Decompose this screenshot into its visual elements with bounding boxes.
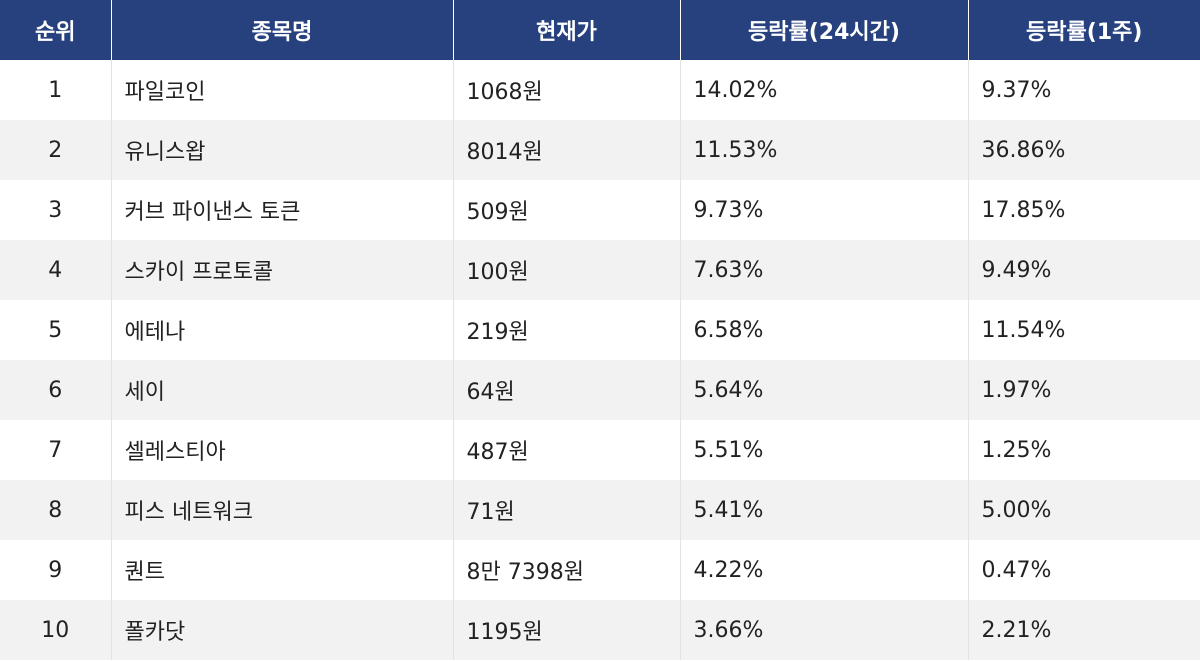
table-cell: 14.02% — [680, 60, 969, 120]
table-cell: 3.66% — [680, 600, 969, 660]
table-cell: 9.37% — [981, 77, 1052, 103]
table-cell: 4.22% — [680, 540, 969, 600]
table-cell: 7 — [0, 420, 112, 480]
table-cell: 9 — [0, 540, 112, 600]
table-body: 1 파일코인 1068원 14.02% 9.37% 2 유니스왑 8014원 11.53% 36.… — [0, 60, 1200, 660]
table-cell: 5.41% — [680, 480, 969, 540]
table-cell: 8 — [0, 480, 112, 540]
table-cell: 9.49% — [968, 240, 1200, 300]
table-cell: 3 — [0, 180, 112, 240]
table-cell: 8014원 — [453, 120, 681, 180]
table-cell: 5.00% — [968, 480, 1200, 540]
table-cell: 36.86% — [968, 120, 1200, 180]
table-cell: 5.64% — [680, 360, 969, 420]
table-cell: 17.85% — [981, 197, 1066, 223]
table-cell: 피스 네트워크 — [111, 480, 454, 540]
table-row: 8 피스 네트워크 71원 5.41% 5.00% — [0, 480, 1200, 540]
table-cell: 1195원 — [453, 600, 681, 660]
table-row: 5 에테나 219원 6.58% 11.54% — [0, 300, 1200, 360]
table-cell: 71원 — [453, 480, 681, 540]
header-cell: 순위 — [0, 0, 112, 60]
table-cell: 1.25% — [981, 437, 1052, 463]
table-row: 1 파일코인 1068원 14.02% 9.37% — [0, 60, 1200, 120]
table-cell: 에테나 — [111, 300, 454, 360]
table-cell: 219원 — [453, 300, 681, 360]
table-cell: 9.73% — [680, 180, 969, 240]
header-cell: 등락률(24시간) — [680, 0, 969, 60]
header-cell: 등락률(1주) — [968, 0, 1200, 60]
table-cell: 폴카닷 — [111, 600, 454, 660]
header-cell: 현재가 — [453, 0, 681, 60]
table-cell: 1 — [0, 60, 112, 120]
table-cell: 5 — [0, 300, 112, 360]
table-header: 순위 종목명 현재가 등락률(24시간) 등락률(1주) — [0, 0, 1200, 60]
header-cell: 종목명 — [111, 0, 454, 60]
table-cell: 100원 — [453, 240, 681, 300]
table-cell: 487원 — [453, 420, 681, 480]
table-cell: 11.53% — [680, 120, 969, 180]
table-row: 6 세이 64원 5.64% 1.97% — [0, 360, 1200, 420]
table-cell: 4 — [0, 240, 112, 300]
table-cell: 2 — [0, 120, 112, 180]
table-cell: 5.51% — [680, 420, 969, 480]
table-cell: 퀀트 — [111, 540, 454, 600]
table-cell: 1068원 — [453, 60, 681, 120]
table-cell: 6 — [0, 360, 112, 420]
table-cell: 10 — [0, 600, 112, 660]
table-cell: 1.97% — [968, 360, 1200, 420]
table-row: 3 커브 파이낸스 토큰 509원 9.73% 17.85% — [0, 180, 1200, 240]
table-cell: 509원 — [453, 180, 681, 240]
table-cell: 2.21% — [968, 600, 1200, 660]
table-cell: 유니스왑 — [111, 120, 454, 180]
header-row: 순위 종목명 현재가 등락률(24시간) 등락률(1주) — [0, 0, 1200, 60]
table-cell: 세이 — [111, 360, 454, 420]
table-row: 9 퀀트 8만 7398원 4.22% 0.47% — [0, 540, 1200, 600]
table-cell: 셀레스티아 — [111, 420, 454, 480]
table-cell: 7.63% — [680, 240, 969, 300]
table-row: 4 스카이 프로토콜 100원 7.63% 9.49% — [0, 240, 1200, 300]
table-cell: 커브 파이낸스 토큰 — [111, 180, 454, 240]
table-cell: 스카이 프로토콜 — [111, 240, 454, 300]
table-cell: 6.58% — [680, 300, 969, 360]
table-row: 7 셀레스티아 487원 5.51% 1.25% — [0, 420, 1200, 480]
table-cell: 8만 7398원 — [453, 540, 681, 600]
table-row: 10 폴카닷 1195원 3.66% 2.21% — [0, 600, 1200, 660]
table-cell: 파일코인 — [111, 60, 454, 120]
table-cell: 0.47% — [981, 557, 1052, 583]
table-row: 2 유니스왑 8014원 11.53% 36.86% — [0, 120, 1200, 180]
table-cell: 64원 — [453, 360, 681, 420]
table-cell: 11.54% — [981, 317, 1066, 343]
